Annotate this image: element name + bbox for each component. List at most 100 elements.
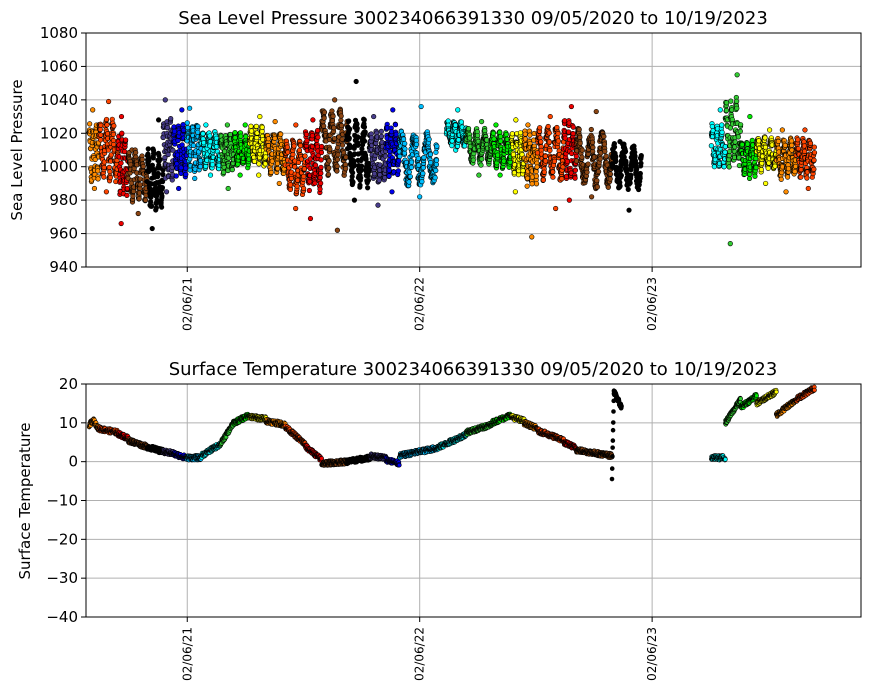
data-point bbox=[798, 174, 804, 180]
data-point bbox=[426, 136, 432, 142]
data-point bbox=[638, 160, 644, 166]
data-point bbox=[325, 171, 332, 178]
data-point bbox=[346, 118, 352, 124]
data-point bbox=[142, 197, 149, 203]
data-point bbox=[589, 139, 596, 145]
data-point bbox=[293, 122, 299, 128]
data-point bbox=[246, 156, 252, 162]
data-point bbox=[165, 151, 171, 158]
data-point bbox=[747, 113, 753, 120]
data-point bbox=[529, 181, 535, 187]
data-point bbox=[538, 139, 544, 145]
data-point bbox=[497, 133, 504, 140]
data-point bbox=[350, 170, 356, 176]
data-point bbox=[603, 153, 609, 159]
y-tick-label: 940 bbox=[49, 258, 78, 276]
data-point bbox=[493, 122, 499, 128]
data-point bbox=[91, 185, 98, 192]
data-point bbox=[355, 142, 361, 148]
data-point bbox=[576, 126, 582, 133]
data-point bbox=[369, 135, 375, 141]
data-point bbox=[478, 162, 484, 168]
data-point bbox=[229, 167, 235, 173]
data-point bbox=[537, 125, 543, 131]
data-point bbox=[406, 169, 412, 175]
data-point bbox=[184, 120, 190, 126]
data-point bbox=[779, 127, 785, 133]
data-point bbox=[361, 117, 367, 123]
data-point bbox=[225, 185, 231, 192]
data-point bbox=[588, 126, 594, 133]
data-point bbox=[378, 133, 385, 139]
pressure-points bbox=[86, 72, 818, 247]
data-point bbox=[455, 107, 461, 113]
data-point bbox=[711, 164, 717, 170]
data-point bbox=[408, 159, 415, 165]
data-point bbox=[119, 130, 125, 136]
data-point bbox=[274, 160, 281, 167]
data-point bbox=[291, 143, 297, 149]
data-point bbox=[159, 193, 165, 199]
data-point bbox=[200, 131, 206, 137]
data-point bbox=[103, 116, 110, 123]
data-point bbox=[417, 194, 423, 200]
data-point bbox=[118, 113, 125, 120]
data-point bbox=[807, 140, 814, 146]
data-point bbox=[235, 161, 241, 167]
data-point bbox=[593, 108, 599, 115]
data-point bbox=[782, 142, 788, 148]
data-point bbox=[358, 175, 364, 181]
x-tick-label: 02/06/21 bbox=[180, 277, 194, 331]
data-point bbox=[407, 173, 413, 180]
y-tick-label: 960 bbox=[49, 225, 78, 243]
data-point bbox=[159, 204, 165, 210]
data-point bbox=[307, 215, 314, 222]
data-point bbox=[362, 129, 368, 135]
data-point bbox=[183, 171, 189, 177]
data-point bbox=[566, 197, 572, 203]
data-point bbox=[331, 125, 337, 131]
data-point bbox=[737, 128, 743, 134]
data-point bbox=[284, 144, 290, 150]
data-point bbox=[309, 133, 315, 139]
data-point bbox=[162, 97, 168, 103]
data-point bbox=[625, 186, 631, 192]
data-point bbox=[765, 165, 771, 171]
data-point bbox=[162, 154, 168, 161]
data-point bbox=[353, 78, 359, 85]
data-point bbox=[524, 175, 531, 181]
data-point bbox=[339, 136, 345, 142]
data-point bbox=[103, 189, 109, 195]
temperature-chart-title: Surface Temperature 300234066391330 09/0… bbox=[169, 359, 778, 380]
y-tick-label: 1060 bbox=[40, 57, 78, 75]
data-point bbox=[795, 137, 801, 143]
data-point bbox=[452, 122, 459, 128]
data-point bbox=[203, 122, 209, 128]
data-point bbox=[297, 143, 304, 149]
data-point bbox=[622, 148, 629, 155]
data-point bbox=[95, 168, 101, 174]
data-point bbox=[722, 144, 728, 150]
data-point bbox=[358, 163, 365, 169]
data-point bbox=[321, 123, 327, 129]
data-point bbox=[467, 135, 473, 141]
data-point bbox=[637, 170, 643, 177]
data-point bbox=[726, 164, 732, 170]
data-point bbox=[135, 210, 141, 217]
data-point bbox=[221, 169, 227, 175]
data-point bbox=[524, 183, 530, 189]
pressure-chart-title: Sea Level Pressure 300234066391330 09/05… bbox=[178, 8, 768, 29]
data-point bbox=[597, 156, 603, 162]
data-point bbox=[635, 186, 642, 193]
data-point bbox=[365, 185, 371, 191]
data-point bbox=[259, 124, 265, 130]
data-point bbox=[708, 143, 714, 149]
data-point bbox=[462, 143, 468, 149]
data-point bbox=[497, 129, 503, 135]
data-point bbox=[326, 165, 332, 171]
data-point bbox=[522, 131, 528, 137]
data-point bbox=[378, 128, 384, 134]
data-point bbox=[628, 172, 634, 178]
data-point bbox=[722, 149, 728, 155]
